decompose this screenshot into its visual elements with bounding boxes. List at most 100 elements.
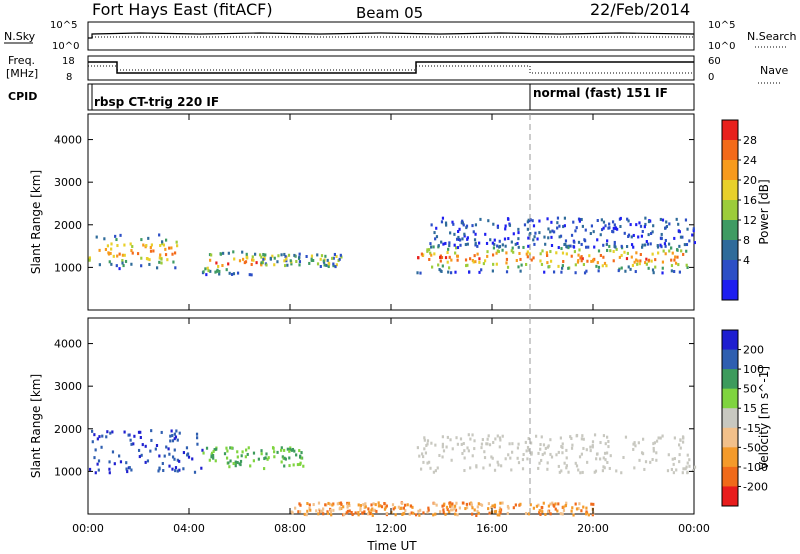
echo-cell xyxy=(531,219,534,223)
colorbar-tick-label: -50 xyxy=(743,441,761,454)
echo-cell xyxy=(633,260,636,264)
echo-cell xyxy=(679,438,682,442)
echo-cell xyxy=(551,229,554,233)
echo-cell xyxy=(152,249,155,253)
echo-cell xyxy=(324,503,327,507)
echo-cell xyxy=(283,456,286,460)
echo-cell xyxy=(276,260,279,264)
echo-cell xyxy=(289,259,292,263)
echo-cell xyxy=(693,241,697,245)
echo-cell xyxy=(558,224,561,228)
echo-cell xyxy=(530,441,533,445)
echo-cell xyxy=(214,459,217,463)
echo-cell xyxy=(592,502,595,506)
echo-cell xyxy=(525,262,528,266)
echo-cell xyxy=(257,457,260,461)
echo-cell xyxy=(643,243,647,247)
echo-cell xyxy=(163,454,166,458)
echo-cell xyxy=(416,446,419,450)
echo-cell xyxy=(486,437,489,441)
echo-cell xyxy=(561,251,565,255)
echo-cell xyxy=(527,236,530,240)
echo-cell xyxy=(493,468,497,472)
echo-cell xyxy=(686,227,689,231)
echo-cell xyxy=(487,434,490,438)
echo-cell xyxy=(332,256,335,260)
echo-cell xyxy=(333,252,336,256)
echo-cell xyxy=(441,216,445,220)
echo-cell xyxy=(272,446,275,450)
echo-cell xyxy=(150,438,153,442)
echo-cell xyxy=(498,436,502,440)
echo-cell xyxy=(440,240,443,244)
echo-cell xyxy=(440,255,444,259)
echo-cell xyxy=(374,503,377,507)
echo-cell xyxy=(478,241,481,245)
echo-cell xyxy=(442,242,445,246)
echo-cell xyxy=(283,448,286,452)
echo-cell xyxy=(470,502,473,506)
echo-cell xyxy=(462,442,465,446)
echo-cell xyxy=(241,257,245,261)
echo-cell xyxy=(122,264,125,268)
echo-cell xyxy=(442,508,445,512)
colorbar-swatch xyxy=(722,280,738,301)
echo-cell xyxy=(169,439,172,443)
echo-cell xyxy=(236,455,239,459)
echo-cell xyxy=(273,455,276,459)
echo-cell xyxy=(173,251,177,255)
echo-cell xyxy=(587,245,590,249)
echo-cell xyxy=(456,246,460,250)
echo-cell xyxy=(317,512,320,516)
echo-cell xyxy=(570,437,573,441)
echo-cell xyxy=(423,436,426,440)
echo-cell xyxy=(459,243,462,247)
echo-cell xyxy=(497,463,500,467)
echo-cell xyxy=(549,250,552,254)
colorbar-swatch xyxy=(722,140,738,161)
echo-cell xyxy=(491,504,494,508)
echo-cell xyxy=(88,256,91,260)
echo-cell xyxy=(673,270,676,274)
echo-cell xyxy=(425,444,428,448)
echo-cell xyxy=(168,464,171,468)
echo-cell xyxy=(100,445,103,449)
echo-cell xyxy=(546,261,549,265)
echo-cell xyxy=(686,470,689,474)
echo-cell xyxy=(232,250,235,254)
echo-cell xyxy=(326,258,329,262)
echo-cell xyxy=(688,239,691,243)
echo-cell xyxy=(465,264,468,268)
colorbar-frame xyxy=(721,329,739,507)
echo-cell xyxy=(149,449,152,453)
echo-cell xyxy=(499,438,502,442)
echo-cell xyxy=(284,255,287,259)
echo-cell xyxy=(115,264,118,268)
echo-cell xyxy=(439,510,442,514)
echo-cell xyxy=(466,506,469,510)
echo-cell xyxy=(488,463,491,467)
echo-cell xyxy=(280,446,283,450)
x-tick-label: 08:00 xyxy=(274,522,306,535)
echo-cell xyxy=(606,248,609,252)
echo-cell xyxy=(516,241,519,245)
echo-cell xyxy=(493,503,497,507)
echo-cell xyxy=(337,259,340,263)
echo-cell xyxy=(225,456,229,460)
echo-cell xyxy=(647,233,650,237)
echo-cell xyxy=(646,242,650,246)
echo-cell xyxy=(675,248,679,252)
echo-cell xyxy=(657,251,660,255)
echo-cell xyxy=(338,507,341,511)
echo-cell xyxy=(173,448,176,452)
echo-cell xyxy=(489,238,492,242)
freq-line xyxy=(88,61,694,74)
echo-cell xyxy=(427,508,430,512)
echo-cell xyxy=(411,505,414,509)
echo-cell xyxy=(657,436,660,440)
echo-cell xyxy=(433,231,436,235)
echo-cell xyxy=(339,501,343,505)
echo-cell xyxy=(416,271,419,275)
colorbar-swatch xyxy=(722,408,738,429)
colorbar-tick-label: 16 xyxy=(743,194,757,207)
